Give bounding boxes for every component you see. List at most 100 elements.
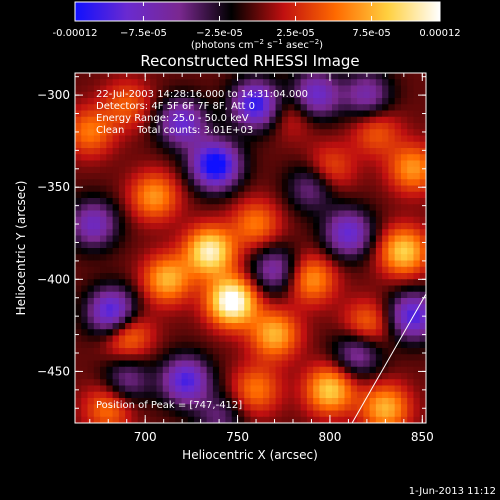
- heatmap-cell: [269, 298, 277, 305]
- heatmap-cell: [400, 141, 408, 149]
- heatmap-cell: [344, 335, 352, 343]
- heatmap-cell: [206, 241, 214, 249]
- heatmap-cell: [237, 335, 245, 343]
- heatmap-cell: [250, 79, 258, 87]
- heatmap-cell: [344, 404, 352, 412]
- heatmap-cell: [212, 291, 220, 299]
- heatmap-cell: [419, 179, 426, 187]
- heatmap-cell: [231, 91, 239, 99]
- heatmap-cell: [200, 360, 208, 368]
- heatmap-cell: [363, 148, 371, 155]
- heatmap-cell: [169, 116, 176, 124]
- heatmap-cell: [357, 123, 364, 130]
- heatmap-cell: [382, 285, 389, 293]
- heatmap-cell: [81, 291, 89, 299]
- heatmap-cell: [294, 154, 302, 162]
- heatmap-cell: [394, 241, 402, 249]
- heatmap-cell: [300, 279, 308, 287]
- heatmap-cell: [413, 273, 421, 280]
- heatmap-cell: [181, 179, 189, 187]
- heatmap-cell: [75, 191, 82, 199]
- heatmap-cell: [394, 98, 402, 105]
- heatmap-cell: [288, 166, 295, 174]
- heatmap-cell: [206, 385, 214, 393]
- heatmap-cell: [125, 260, 133, 268]
- heatmap-cell: [256, 141, 264, 149]
- heatmap-cell: [200, 116, 208, 124]
- heatmap-cell: [363, 173, 371, 180]
- heatmap-cell: [156, 323, 164, 330]
- heatmap-cell: [369, 148, 377, 155]
- heatmap-cell: [363, 98, 371, 105]
- heatmap-cell: [194, 73, 201, 80]
- heatmap-cell: [131, 316, 139, 324]
- heatmap-cell: [169, 323, 176, 330]
- heatmap-cell: [313, 260, 321, 268]
- heatmap-cell: [187, 279, 195, 287]
- heatmap-cell: [156, 329, 164, 337]
- heatmap-cell: [300, 85, 308, 93]
- heatmap-cell: [269, 273, 277, 280]
- heatmap-cell: [219, 229, 227, 237]
- heatmap-cell: [194, 385, 201, 393]
- heatmap-cell: [187, 285, 195, 293]
- heatmap-cell: [275, 154, 283, 162]
- heatmap-cell: [131, 104, 139, 112]
- heatmap-cell: [382, 154, 389, 162]
- heatmap-cell: [150, 98, 158, 105]
- y-tick-label: −450: [37, 364, 70, 378]
- heatmap-cell: [413, 285, 421, 293]
- heatmap-cell: [87, 204, 95, 212]
- heatmap-cell: [325, 248, 333, 255]
- heatmap-cell: [219, 160, 227, 168]
- heatmap-cell: [106, 360, 114, 368]
- heatmap-cell: [212, 241, 220, 249]
- heatmap-cell: [137, 404, 145, 412]
- heatmap-cell: [313, 354, 321, 362]
- heatmap-cell: [394, 73, 402, 80]
- heatmap-cell: [112, 373, 120, 380]
- heatmap-cell: [181, 341, 189, 349]
- heatmap: [75, 73, 427, 424]
- heatmap-cell: [143, 216, 151, 224]
- heatmap-cell: [93, 191, 101, 199]
- heatmap-cell: [244, 373, 252, 380]
- heatmap-cell: [394, 141, 402, 149]
- heatmap-cell: [206, 141, 214, 149]
- heatmap-cell: [237, 348, 245, 355]
- heatmap-cell: [181, 310, 189, 318]
- heatmap-cell: [313, 323, 321, 330]
- heatmap-cell: [269, 260, 277, 268]
- heatmap-cell: [281, 366, 289, 374]
- heatmap-cell: [131, 204, 139, 212]
- heatmap-cell: [131, 191, 139, 199]
- heatmap-cell: [162, 279, 170, 287]
- heatmap-cell: [250, 191, 258, 199]
- heatmap-cell: [319, 304, 327, 312]
- heatmap-cell: [175, 391, 183, 399]
- heatmap-cell: [206, 204, 214, 212]
- heatmap-cell: [131, 310, 139, 318]
- heatmap-cell: [400, 216, 408, 224]
- heatmap-cell: [200, 91, 208, 99]
- heatmap-cell: [194, 266, 201, 274]
- heatmap-cell: [93, 229, 101, 237]
- heatmap-cell: [344, 366, 352, 374]
- heatmap-cell: [306, 223, 314, 230]
- heatmap-cell: [288, 348, 295, 355]
- heatmap-cell: [306, 248, 314, 255]
- heatmap-cell: [256, 160, 264, 168]
- heatmap-cell: [75, 85, 82, 93]
- heatmap-cell: [219, 341, 227, 349]
- heatmap-cell: [338, 254, 346, 262]
- heatmap-cell: [81, 404, 89, 412]
- heatmap-cell: [244, 185, 252, 193]
- heatmap-cell: [288, 410, 295, 418]
- heatmap-cell: [269, 385, 277, 393]
- heatmap-cell: [419, 335, 426, 343]
- heatmap-cell: [181, 279, 189, 287]
- heatmap-cell: [100, 235, 107, 243]
- heatmap-cell: [394, 216, 402, 224]
- heatmap-cell: [212, 254, 220, 262]
- heatmap-cell: [93, 285, 101, 293]
